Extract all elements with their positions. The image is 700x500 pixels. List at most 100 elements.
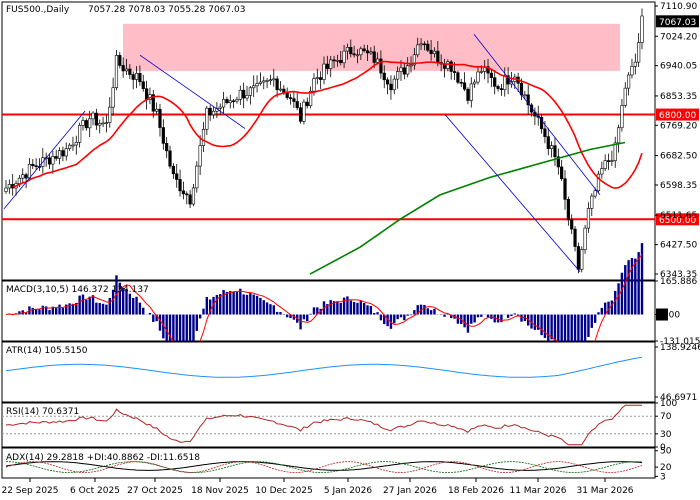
- macd-bar-32: [111, 289, 115, 315]
- candle-body-82: [278, 88, 283, 91]
- candle-body-38: [131, 74, 135, 80]
- macd-bar-43: [148, 312, 152, 315]
- macd-bar-71: [242, 294, 245, 315]
- macd-bar-68: [232, 291, 235, 315]
- candle-body-46: [158, 108, 162, 128]
- macd-bar-84: [285, 314, 289, 318]
- macd-bar-180: [607, 301, 610, 315]
- price-tick-label-0: 7110.90: [660, 2, 697, 12]
- atr-frame: [1, 341, 656, 403]
- candle-body-17: [61, 150, 65, 157]
- x-tick-label-4: 10 Dec 2025: [255, 486, 313, 496]
- macd-bar-93: [316, 307, 319, 315]
- trend-line-0: [3, 110, 86, 210]
- macd-bar-45: [155, 314, 158, 322]
- macd-bar-65: [222, 289, 225, 315]
- candle-body-50: [171, 165, 175, 175]
- macd-bar-131: [443, 314, 446, 317]
- macd-bar-186: [627, 260, 630, 315]
- macd-bar-128: [433, 308, 436, 315]
- macd-bar-13: [48, 310, 51, 315]
- macd-panel: 165.886 0.00 -131.015: [1, 243, 700, 380]
- macd-bar-73: [249, 293, 252, 315]
- candle-body-139: [469, 83, 473, 101]
- macd-bar-176: [593, 314, 597, 323]
- candle-body-165: [556, 156, 560, 168]
- candle-body-30: [104, 122, 109, 124]
- last-price-badge: [656, 15, 699, 28]
- candle-body-97: [329, 59, 333, 69]
- macd-bar-106: [359, 300, 363, 315]
- macd-bar-58: [198, 314, 202, 319]
- x-tick-label-5: 5 Jan 2026: [324, 486, 372, 496]
- candle-body-21: [74, 141, 78, 146]
- macd-bar-23: [81, 294, 85, 315]
- candle-body-70: [238, 89, 242, 100]
- adx-tick-label-2: 3: [660, 472, 666, 482]
- macd-bar-175: [590, 314, 593, 328]
- macd-bar-19: [68, 303, 71, 315]
- candle-body-105: [355, 54, 360, 57]
- macd-bar-47: [162, 314, 165, 339]
- candle-body-145: [489, 72, 493, 78]
- candle-body-61: [208, 107, 212, 116]
- macd-bar-173: [583, 314, 587, 351]
- trend-line-3: [444, 114, 581, 272]
- macd-bar-26: [91, 295, 95, 315]
- candle-body-135: [456, 72, 460, 83]
- macd-bar-46: [158, 314, 162, 331]
- macd-bar-133: [450, 314, 453, 319]
- candle-body-67: [228, 100, 232, 103]
- macd-bar-97: [329, 300, 332, 315]
- x-axis: 22 Sep 2025 6 Oct 2025 27 Oct 2025 18 Nov 2…: [1, 478, 634, 496]
- macd-bar-77: [262, 300, 265, 315]
- candle-body-133: [449, 61, 453, 72]
- candle-body-64: [218, 106, 222, 109]
- rsi-tick-label-3: 0: [660, 443, 666, 453]
- macd-bar-165: [557, 314, 560, 347]
- x-tick-label-7: 18 Feb 2026: [448, 486, 504, 496]
- candle-body-19: [68, 144, 72, 149]
- macd-bar-109: [369, 306, 373, 315]
- candle-body-91: [309, 90, 313, 107]
- price-tick-label-7: 6511.65: [660, 211, 697, 221]
- price-tick-label-6: 6598.35: [660, 181, 697, 191]
- candle-body-8: [31, 163, 35, 166]
- macd-bar-184: [620, 272, 624, 315]
- adx-line: [5, 461, 643, 471]
- candle-body-186: [627, 74, 631, 89]
- candle-body-127: [429, 49, 433, 54]
- macd-tick-label-1: 0.00: [660, 311, 680, 321]
- x-tick-label-3: 18 Nov 2025: [191, 486, 249, 496]
- macd-bar-88: [299, 314, 302, 330]
- price-panel: 6800.00 6500.00 7110.90 7024.20 6940.05 6853.…: [1, 1, 699, 281]
- candle-body-55: [188, 194, 192, 205]
- macd-bar-91: [309, 313, 312, 315]
- macd-bar-15: [55, 308, 58, 315]
- macd-bar-20: [71, 303, 75, 315]
- macd-bar-150: [506, 314, 510, 318]
- candle-body-146: [493, 77, 497, 87]
- macd-bar-53: [182, 314, 185, 357]
- rsi-tick-label-2: 30: [660, 430, 672, 440]
- adx-tick-label-0: 50: [660, 447, 672, 457]
- candle-body-23: [81, 120, 85, 126]
- macd-bar-123: [416, 305, 419, 315]
- macd-bar-62: [212, 296, 215, 315]
- macd-bar-80: [272, 305, 275, 315]
- macd-bar-166: [560, 314, 563, 350]
- candle-body-52: [178, 179, 182, 192]
- macd-bar-118: [399, 314, 403, 318]
- candle-body-187: [630, 66, 634, 76]
- candle-body-134: [452, 71, 457, 73]
- candle-body-34: [118, 55, 122, 66]
- candle-body-116: [392, 78, 396, 91]
- macd-bar-86: [292, 314, 296, 320]
- candle-body-26: [91, 112, 95, 120]
- candle-body-62: [211, 110, 216, 116]
- candle-body-110: [372, 51, 376, 63]
- candle-body-40: [138, 73, 142, 83]
- rsi-line: [5, 404, 642, 446]
- macd-bar-6: [24, 312, 28, 315]
- candle-body-69: [235, 99, 239, 102]
